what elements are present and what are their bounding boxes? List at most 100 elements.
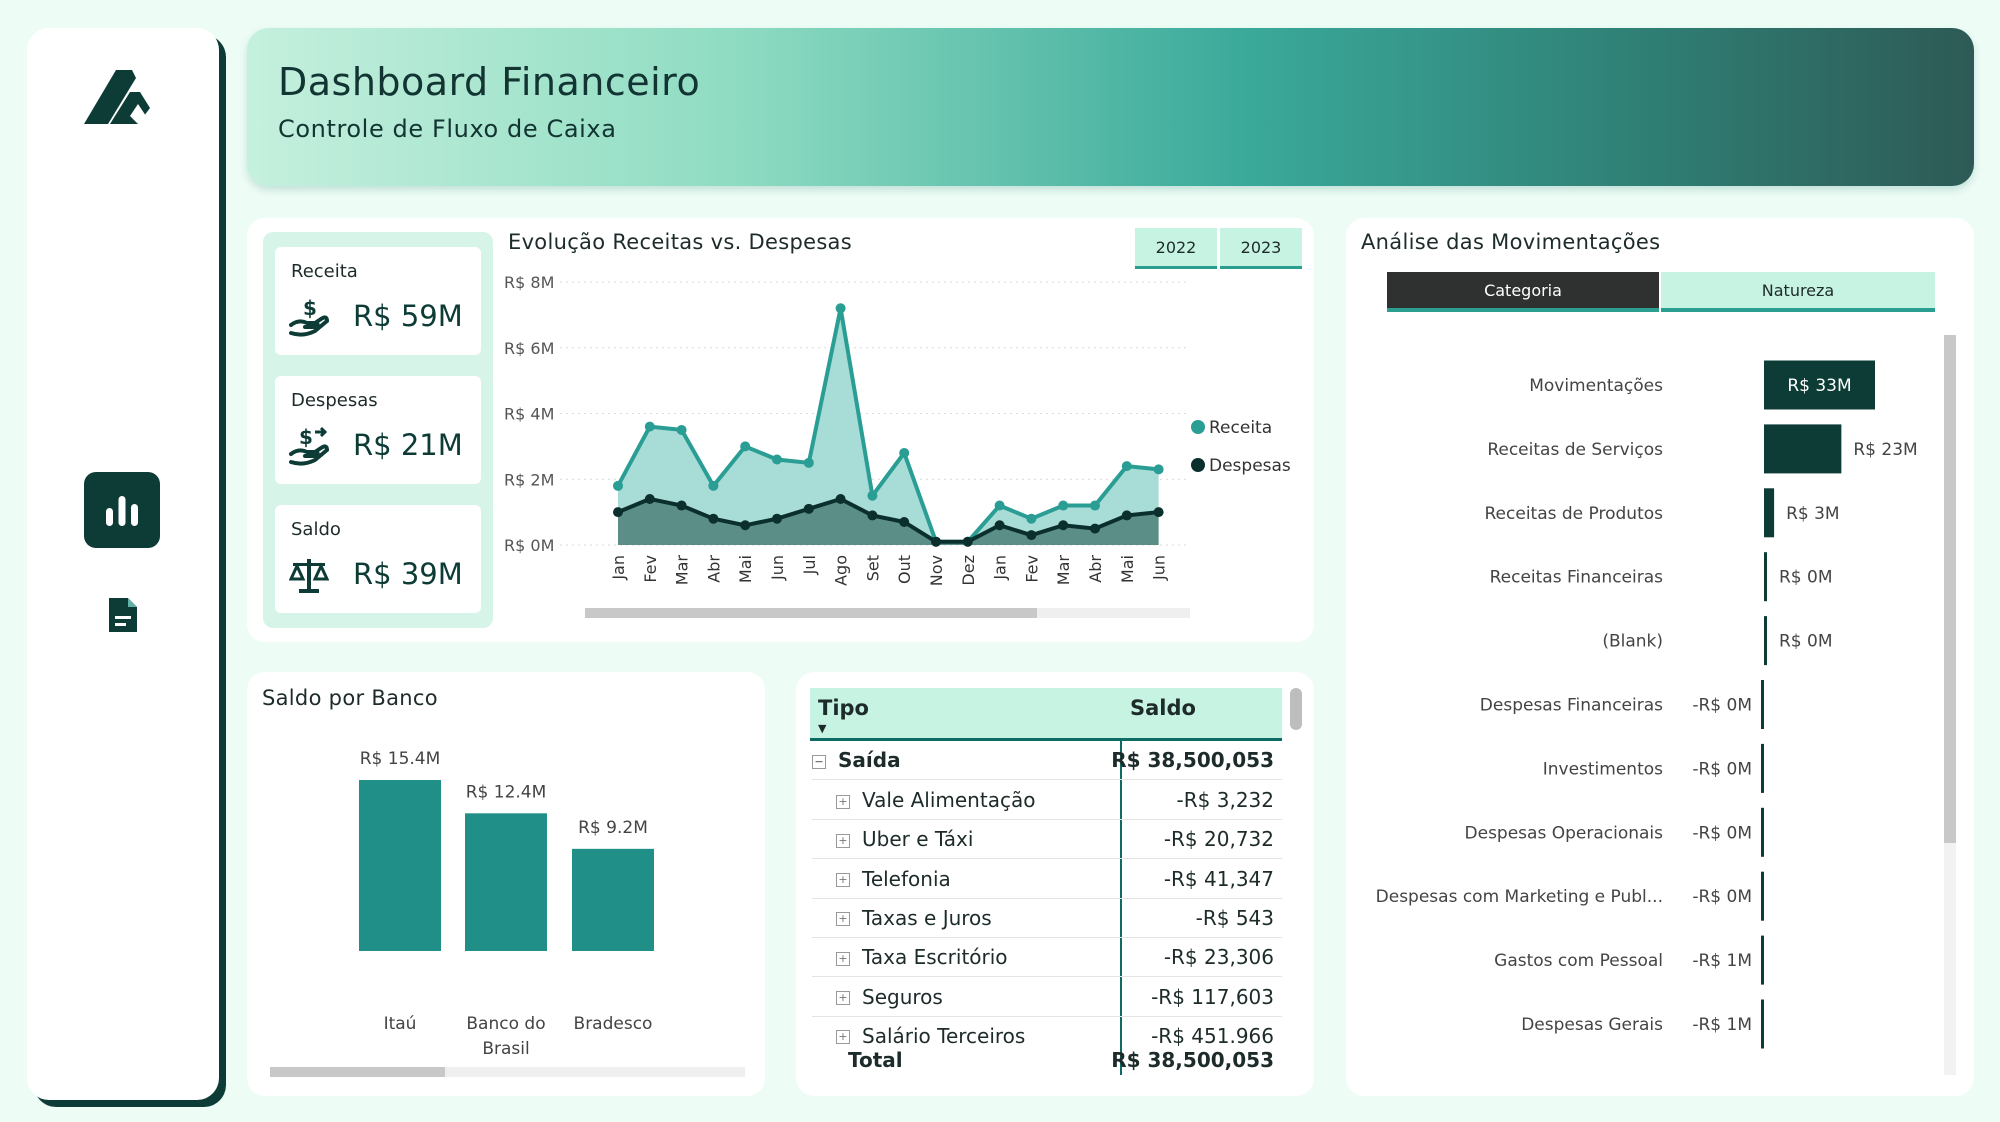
data-point xyxy=(740,441,751,452)
table-row[interactable]: + Taxa Escritório -R$ 23,306 xyxy=(812,937,1282,978)
data-point xyxy=(994,500,1005,511)
line-chart-title: Evolução Receitas vs. Despesas xyxy=(508,230,852,254)
movements-scrollbar-thumb[interactable] xyxy=(1944,335,1956,843)
movement-category-label: Gastos com Pessoal xyxy=(1494,951,1663,971)
x-tick-label: Abr xyxy=(704,555,723,583)
data-point xyxy=(1090,500,1100,511)
year-button-2022[interactable]: 2022 xyxy=(1135,228,1217,269)
expand-icon[interactable]: + xyxy=(836,1030,850,1045)
nav-dashboard-button[interactable] xyxy=(84,472,160,548)
legend-marker xyxy=(1191,458,1205,472)
legend-marker xyxy=(1191,420,1205,434)
movements-scrollbar[interactable] xyxy=(1944,335,1956,1075)
movement-category-label: Despesas com Marketing e Publ... xyxy=(1376,887,1663,907)
data-point xyxy=(644,421,655,432)
expand-icon[interactable]: + xyxy=(836,873,850,888)
row-label: Taxa Escritório xyxy=(862,945,1008,970)
bar-chart-icon xyxy=(106,496,138,526)
expand-icon[interactable]: + xyxy=(836,912,850,927)
expand-icon[interactable]: + xyxy=(836,794,850,809)
movement-bar xyxy=(1764,616,1767,666)
page-title: Dashboard Financeiro xyxy=(278,60,701,104)
x-tick-label: Nov xyxy=(927,555,946,586)
table-row[interactable]: + Vale Alimentação -R$ 3,232 xyxy=(812,780,1282,820)
table-row[interactable]: + Taxas e Juros -R$ 543 xyxy=(812,898,1282,938)
bank-scrollbar-thumb[interactable] xyxy=(270,1067,445,1077)
data-point xyxy=(835,303,846,314)
legend-label-receita: Receita xyxy=(1209,418,1272,438)
x-tick-label: Mai xyxy=(1118,555,1137,583)
data-point xyxy=(899,447,910,458)
total-label: Total xyxy=(848,1048,903,1072)
table-scrollbar-thumb[interactable] xyxy=(1290,688,1302,730)
data-point xyxy=(931,536,941,547)
y-tick-label: R$ 0M xyxy=(504,536,554,555)
year-button-2023[interactable]: 2023 xyxy=(1220,228,1302,269)
bank-scrollbar[interactable] xyxy=(270,1067,745,1077)
data-point xyxy=(899,516,910,527)
bank-bar-label: R$ 9.2M xyxy=(578,818,648,838)
collapse-icon[interactable]: − xyxy=(812,754,826,769)
movement-bar xyxy=(1761,807,1764,857)
movement-category-label: Receitas de Produtos xyxy=(1485,504,1664,524)
bank-chart: R$ 15.4M R$ 12.4M R$ 9.2M Itaú Banco do Brasi… xyxy=(359,749,654,1059)
table-row[interactable]: + Uber e Táxi -R$ 20,732 xyxy=(812,819,1282,860)
row-value: -R$ 41,347 xyxy=(1163,866,1274,891)
area-receita xyxy=(618,308,1159,545)
expand-icon[interactable]: + xyxy=(836,833,850,848)
bank-category-label: Itaú xyxy=(384,1014,417,1034)
table-group-row[interactable]: − Saída R$ 38,500,053 xyxy=(812,740,1282,780)
sort-desc-icon[interactable]: ▼ xyxy=(818,722,827,735)
movement-bar-label: R$ 23M xyxy=(1853,440,1917,460)
movement-bar xyxy=(1764,424,1842,474)
money-hand-icon: $ xyxy=(289,296,330,337)
movement-bar-label: -R$ 0M xyxy=(1692,823,1752,843)
page-subtitle: Controle de Fluxo de Caixa xyxy=(278,115,617,143)
data-point xyxy=(1026,513,1037,524)
table-row[interactable]: + Salário Terceiros -R$ 451.966 xyxy=(812,1016,1282,1055)
x-tick-label: Mar xyxy=(1054,555,1073,586)
data-point xyxy=(740,520,751,531)
kpi-label: Despesas xyxy=(291,390,378,411)
tab-natureza[interactable]: Natureza xyxy=(1661,272,1935,312)
tab-categoria[interactable]: Categoria xyxy=(1387,272,1659,312)
data-point xyxy=(772,513,782,524)
row-value: -R$ 20,732 xyxy=(1163,827,1274,852)
y-tick-label: R$ 4M xyxy=(504,405,554,424)
x-tick-label: Jun xyxy=(1150,555,1169,581)
row-label: Taxas e Juros xyxy=(862,905,992,930)
sidebar xyxy=(27,28,219,1100)
document-icon xyxy=(109,598,137,632)
table-total-row: Total R$ 38,500,053 xyxy=(812,1042,1282,1076)
y-tick-label: R$ 8M xyxy=(504,273,554,292)
line-chart: R$ 0M R$ 2M R$ 4M R$ 6M R$ 8M Jan Fev Mar Abr Mai… xyxy=(504,273,1291,618)
data-point xyxy=(803,503,814,514)
bank-bar xyxy=(572,848,654,951)
table-header-saldo[interactable]: Saldo xyxy=(1130,696,1196,720)
expand-icon[interactable]: + xyxy=(836,991,850,1005)
movement-bar xyxy=(1761,935,1764,985)
movements-chart: Movimentações R$ 33M Receitas de Serviços R… xyxy=(1376,360,1918,1049)
movement-bar-label: -R$ 1M xyxy=(1692,951,1752,971)
expand-icon[interactable]: + xyxy=(836,951,850,966)
data-point xyxy=(1058,500,1069,511)
movement-bar-label: -R$ 0M xyxy=(1692,887,1752,907)
movement-category-label: Receitas de Serviços xyxy=(1487,440,1663,460)
kpi-group: Receita $ R$ 59M Despesas $ R$ 21M Saldo xyxy=(263,232,493,628)
money-out-icon: $ xyxy=(289,425,330,466)
data-point xyxy=(1090,523,1100,534)
svg-text:$: $ xyxy=(303,297,317,320)
table-row[interactable]: + Telefonia -R$ 41,347 xyxy=(812,859,1282,899)
bank-bar-label: R$ 15.4M xyxy=(360,749,441,769)
table-row[interactable]: + Seguros -R$ 117,603 xyxy=(812,977,1282,1017)
nav-document-button[interactable] xyxy=(102,594,144,636)
group-label: Saída xyxy=(838,748,901,772)
data-point xyxy=(835,493,846,504)
data-point xyxy=(676,424,687,435)
bank-bar-label: R$ 12.4M xyxy=(466,782,547,802)
data-point xyxy=(962,536,973,547)
data-point xyxy=(613,507,623,518)
table-header-tipo[interactable]: Tipo xyxy=(818,696,869,720)
data-point xyxy=(1058,520,1069,531)
movement-bar xyxy=(1764,552,1767,602)
